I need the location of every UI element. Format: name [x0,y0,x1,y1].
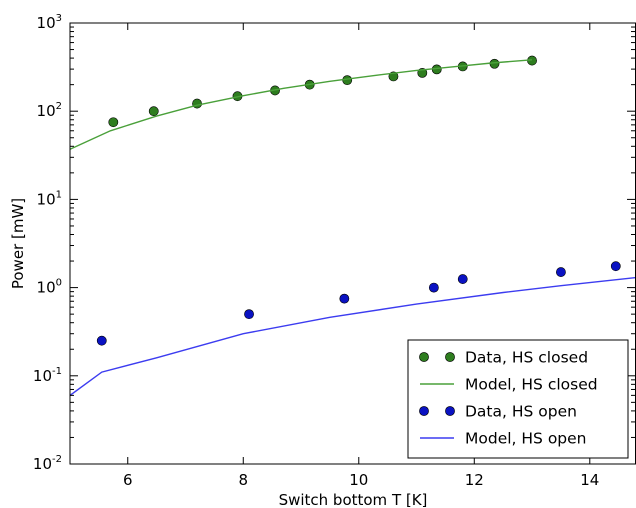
x-tick-label: 6 [123,471,133,489]
y-tick-label: 101 [37,189,62,208]
legend: Data, HS closed Model, HS closed Data, HS … [407,339,629,459]
x-tick-label: 8 [238,471,248,489]
y-tick-label: 10-2 [33,454,62,473]
y-tick-label: 102 [37,101,62,120]
legend-label: Data, HS closed [465,349,588,367]
data-point-2 [96,335,107,346]
y-tick-label: 10-1 [33,366,62,385]
x-tick-label: 12 [465,471,484,489]
data-point-0 [148,106,159,117]
ticks-layer: 6 8 10 12 14 10-2 10-1 100 101 102 103 [33,13,635,489]
x-tick-label: 14 [580,471,599,489]
y-axis-label: Power [mW] [9,198,27,289]
series-layer [70,55,636,396]
legend-marker-swatch [445,352,455,362]
series-line-1 [70,59,533,150]
x-axis-label: Switch bottom T [K] [279,491,428,508]
legend-marker-swatch [419,352,429,362]
data-point-2 [610,261,621,272]
legend-label: Model, HS open [465,430,587,448]
y-tick-label: 103 [37,13,62,32]
data-point-2 [457,274,468,284]
legend-label: Model, HS closed [465,376,598,394]
data-point-2 [244,309,254,320]
data-point-0 [108,117,119,128]
legend-marker-swatch [419,406,429,416]
series-line-3 [70,276,636,396]
data-point-0 [192,98,202,109]
legend-label: Data, HS open [465,403,577,421]
x-tick-label: 10 [349,471,368,489]
data-point-0 [489,58,500,69]
legend-marker-swatch [445,406,455,416]
data-point-2 [428,282,439,293]
data-point-2 [556,267,566,277]
data-point-2 [339,293,350,304]
y-tick-label: 100 [37,278,62,297]
